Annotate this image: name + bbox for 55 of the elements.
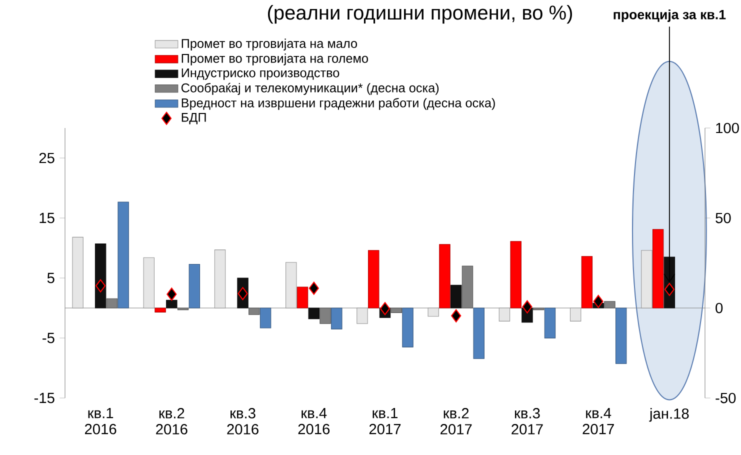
y2-tick-label: 100 <box>716 122 739 134</box>
bar <box>498 308 510 322</box>
x-tick-label: кв.4 2016 <box>298 408 330 434</box>
point <box>664 282 674 296</box>
point <box>166 288 177 301</box>
legend-label: Вредност на извршени градежни работи (десна оска) <box>182 98 495 110</box>
legend-label: БДП <box>182 112 206 124</box>
bar <box>154 308 166 312</box>
legend-label: Промет во трговијата на мало <box>182 38 358 50</box>
bar <box>72 236 84 308</box>
bar <box>615 308 627 364</box>
y-tick-label: 25 <box>39 152 54 164</box>
bar <box>286 262 297 308</box>
chart-title: (реални годишни промени, во %) <box>268 5 572 24</box>
bar <box>118 202 129 308</box>
y-tick-label: 5 <box>47 272 54 284</box>
point <box>593 294 604 308</box>
point <box>238 287 248 300</box>
legend-label: Индустриско производство <box>182 68 340 80</box>
x-tick-label: јан.18 <box>649 408 689 422</box>
y2-tick-label: 50 <box>716 212 731 224</box>
bar <box>439 244 450 308</box>
point <box>96 279 106 292</box>
point <box>380 302 390 316</box>
bar <box>188 264 200 308</box>
y2-tick-label: -50 <box>716 392 736 404</box>
x-tick-label: кв.2 2017 <box>440 408 472 434</box>
bar <box>260 308 272 328</box>
bar <box>143 257 155 308</box>
point <box>308 282 319 295</box>
x-tick-label: кв.1 2016 <box>84 408 116 434</box>
y2-tick-label: 0 <box>716 302 723 314</box>
x-tick-label: кв.2 2016 <box>156 408 188 434</box>
bar <box>473 308 484 359</box>
legend-label: Сообраќај и телекомуникации* (десна оска) <box>181 82 439 95</box>
legend-label: Промет во трговијата на големо <box>182 54 368 66</box>
point <box>451 309 462 322</box>
bar <box>570 308 582 322</box>
y-tick-label: -15 <box>34 392 54 404</box>
bar <box>544 308 556 338</box>
y-tick-label: 15 <box>40 212 54 224</box>
y-tick-label: -5 <box>42 332 54 344</box>
bar <box>402 308 414 348</box>
x-tick-label: кв.1 2017 <box>369 408 401 434</box>
bar <box>214 250 226 308</box>
bar <box>641 250 652 308</box>
bar <box>356 308 368 324</box>
bar <box>331 308 342 330</box>
bar <box>428 308 439 317</box>
bar <box>248 308 260 315</box>
x-tick-label: кв.3 2016 <box>227 408 258 434</box>
annotation: проекција за кв.1 <box>614 10 726 22</box>
point <box>522 300 532 314</box>
x-tick-label: кв.4 2017 <box>582 408 614 434</box>
x-tick-label: кв.3 2017 <box>512 408 543 434</box>
